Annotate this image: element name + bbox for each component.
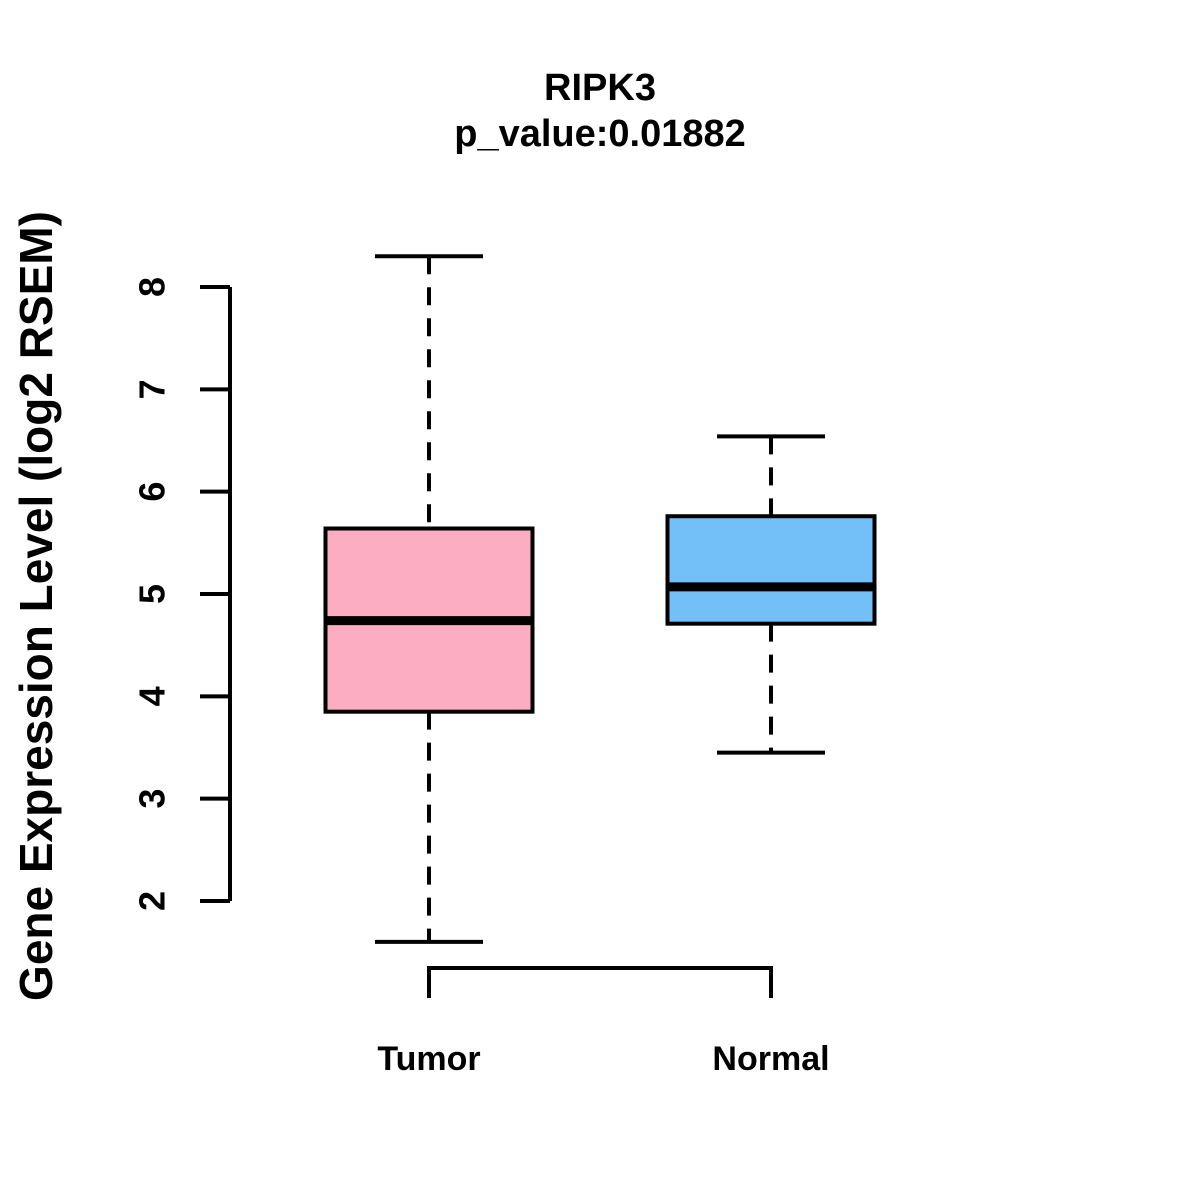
y-axis-tick-label: 4 [132,686,173,706]
y-axis-tick-label: 7 [132,379,173,399]
x-axis-group-label-tumor: Tumor [377,1040,480,1078]
y-axis-tick-label: 2 [132,891,173,911]
y-axis-tick-label: 3 [132,789,173,809]
y-axis-tick-label: 5 [132,584,173,604]
chart-title: RIPK3 [544,67,656,109]
x-axis-bracket [427,966,773,998]
iqr-box-normal [665,514,877,626]
chart-subtitle-pvalue: p_value:0.01882 [454,113,746,155]
y-axis-tick-label: 6 [132,482,173,502]
x-axis-group-label-normal: Normal [712,1040,829,1078]
y-axis-tick-label: 8 [132,277,173,297]
